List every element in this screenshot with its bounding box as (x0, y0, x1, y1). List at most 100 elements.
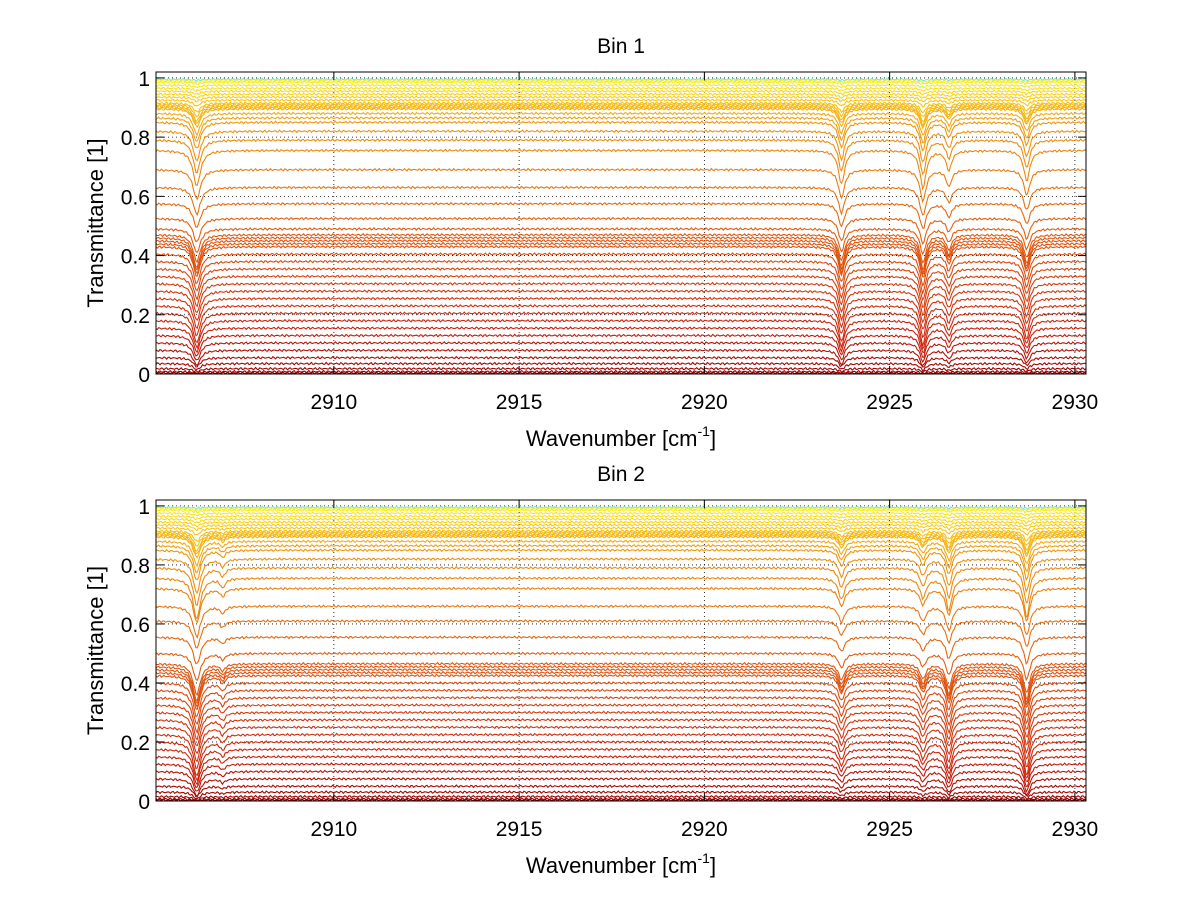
series-line-7 (155, 95, 1087, 103)
series-line-20 (155, 167, 1087, 204)
series-line-41 (155, 333, 1087, 358)
series-line-19 (155, 148, 1087, 191)
series-line-32 (155, 695, 1087, 735)
x-tick-label-3: 2925 (866, 818, 913, 841)
series-line-15 (155, 115, 1087, 144)
series-line-37 (155, 303, 1087, 339)
y-tick-label-3: 0.6 (121, 614, 150, 637)
series-line-24 (155, 226, 1087, 256)
x-tick-label-4: 2930 (1052, 818, 1099, 841)
x-tick-label-1: 2915 (496, 818, 543, 841)
series-line-38 (155, 311, 1087, 348)
axes-frame (155, 71, 1087, 375)
y-axis-label: Transmittance [1] (83, 138, 108, 307)
series-line-13 (155, 534, 1087, 559)
series-line-23 (155, 216, 1087, 245)
series-line-4 (155, 86, 1087, 93)
series-line-24 (155, 651, 1087, 682)
series-line-40 (155, 754, 1087, 786)
x-axis-label-end: ] (710, 853, 716, 878)
x-tick-label-0: 2910 (310, 818, 357, 841)
series-line-14 (155, 111, 1087, 137)
series-line-8 (155, 98, 1087, 108)
x-tick-label-4: 2930 (1052, 391, 1099, 414)
y-tick-label-2: 0.4 (121, 673, 151, 696)
y-tick-label-4: 0.8 (121, 127, 150, 150)
x-tick-label-2: 2920 (681, 818, 728, 841)
series-line-2 (155, 508, 1087, 514)
x-axis-label-sup: -1 (698, 850, 711, 866)
x-axis-label: Wavenumber [cm-1] (526, 850, 716, 878)
series-line-36 (155, 725, 1087, 763)
x-tick-label-3: 2925 (866, 391, 913, 414)
series-line-29 (155, 244, 1087, 278)
series-line-6 (155, 92, 1087, 100)
chart-bin-2: 2910 2915 2920 2925 2930 0 0.2 0.4 0.6 0.8 1 Bin 2 W… (83, 463, 1098, 878)
y-tick-label-5: 1 (138, 68, 150, 91)
series-line-28 (155, 670, 1087, 709)
series-line-19 (155, 576, 1087, 619)
series-line-16 (155, 120, 1087, 152)
chart-title: Bin 2 (597, 463, 645, 486)
series-line-35 (155, 289, 1087, 324)
series-line-26 (155, 664, 1087, 702)
series-line-4 (155, 514, 1087, 521)
series-line-3 (155, 83, 1087, 89)
series-line-8 (155, 526, 1087, 536)
series-line-5 (155, 517, 1087, 525)
y-tick-label-0: 0 (138, 364, 150, 387)
y-tick-label-4: 0.8 (121, 555, 150, 578)
series-line-11 (155, 531, 1087, 553)
series-line-0 (155, 505, 1087, 511)
series-line-16 (155, 548, 1087, 582)
series-group (155, 505, 1087, 802)
series-line-10 (155, 530, 1087, 548)
series-line-15 (155, 543, 1087, 574)
series-line-5 (155, 89, 1087, 96)
series-line-25 (155, 232, 1087, 264)
y-tick-label-5: 1 (138, 496, 150, 519)
series-line-43 (155, 776, 1087, 798)
series-line-2 (155, 80, 1087, 86)
series-line-18 (155, 565, 1087, 607)
series-line-34 (155, 281, 1087, 317)
series-line-31 (155, 259, 1087, 296)
series-line-0 (155, 77, 1087, 82)
series-line-45 (155, 361, 1087, 372)
series-line-30 (155, 680, 1087, 718)
series-line-38 (155, 739, 1087, 777)
y-axis-label: Transmittance [1] (83, 566, 108, 735)
series-line-1 (155, 506, 1087, 512)
series-line-17 (155, 557, 1087, 594)
series-line-41 (155, 762, 1087, 789)
series-line-25 (155, 661, 1087, 697)
series-line-28 (155, 241, 1087, 276)
series-line-18 (156, 138, 1087, 175)
series-line-22 (155, 618, 1086, 649)
series-group (155, 77, 1087, 375)
series-line-13 (155, 107, 1087, 130)
series-line-9 (155, 101, 1087, 114)
series-line-31 (155, 688, 1087, 725)
series-line-33 (155, 703, 1087, 741)
series-line-42 (155, 340, 1087, 363)
series-line-30 (155, 252, 1087, 287)
series-line-7 (155, 523, 1087, 532)
series-line-29 (155, 673, 1087, 711)
series-line-36 (155, 296, 1087, 330)
series-line-26 (155, 235, 1087, 271)
axes-frame (155, 499, 1087, 802)
series-line-10 (155, 102, 1087, 118)
series-line-44 (155, 784, 1087, 798)
series-line-11 (155, 104, 1087, 123)
series-line-42 (155, 769, 1087, 794)
series-line-27 (155, 238, 1087, 275)
series-line-22 (155, 201, 1087, 230)
series-line-6 (155, 520, 1087, 528)
series-line-43 (155, 348, 1087, 367)
series-line-21 (155, 604, 1087, 639)
series-line-1 (155, 78, 1087, 85)
series-line-21 (155, 185, 1087, 217)
x-axis-label-main: Wavenumber [cm (526, 853, 698, 878)
